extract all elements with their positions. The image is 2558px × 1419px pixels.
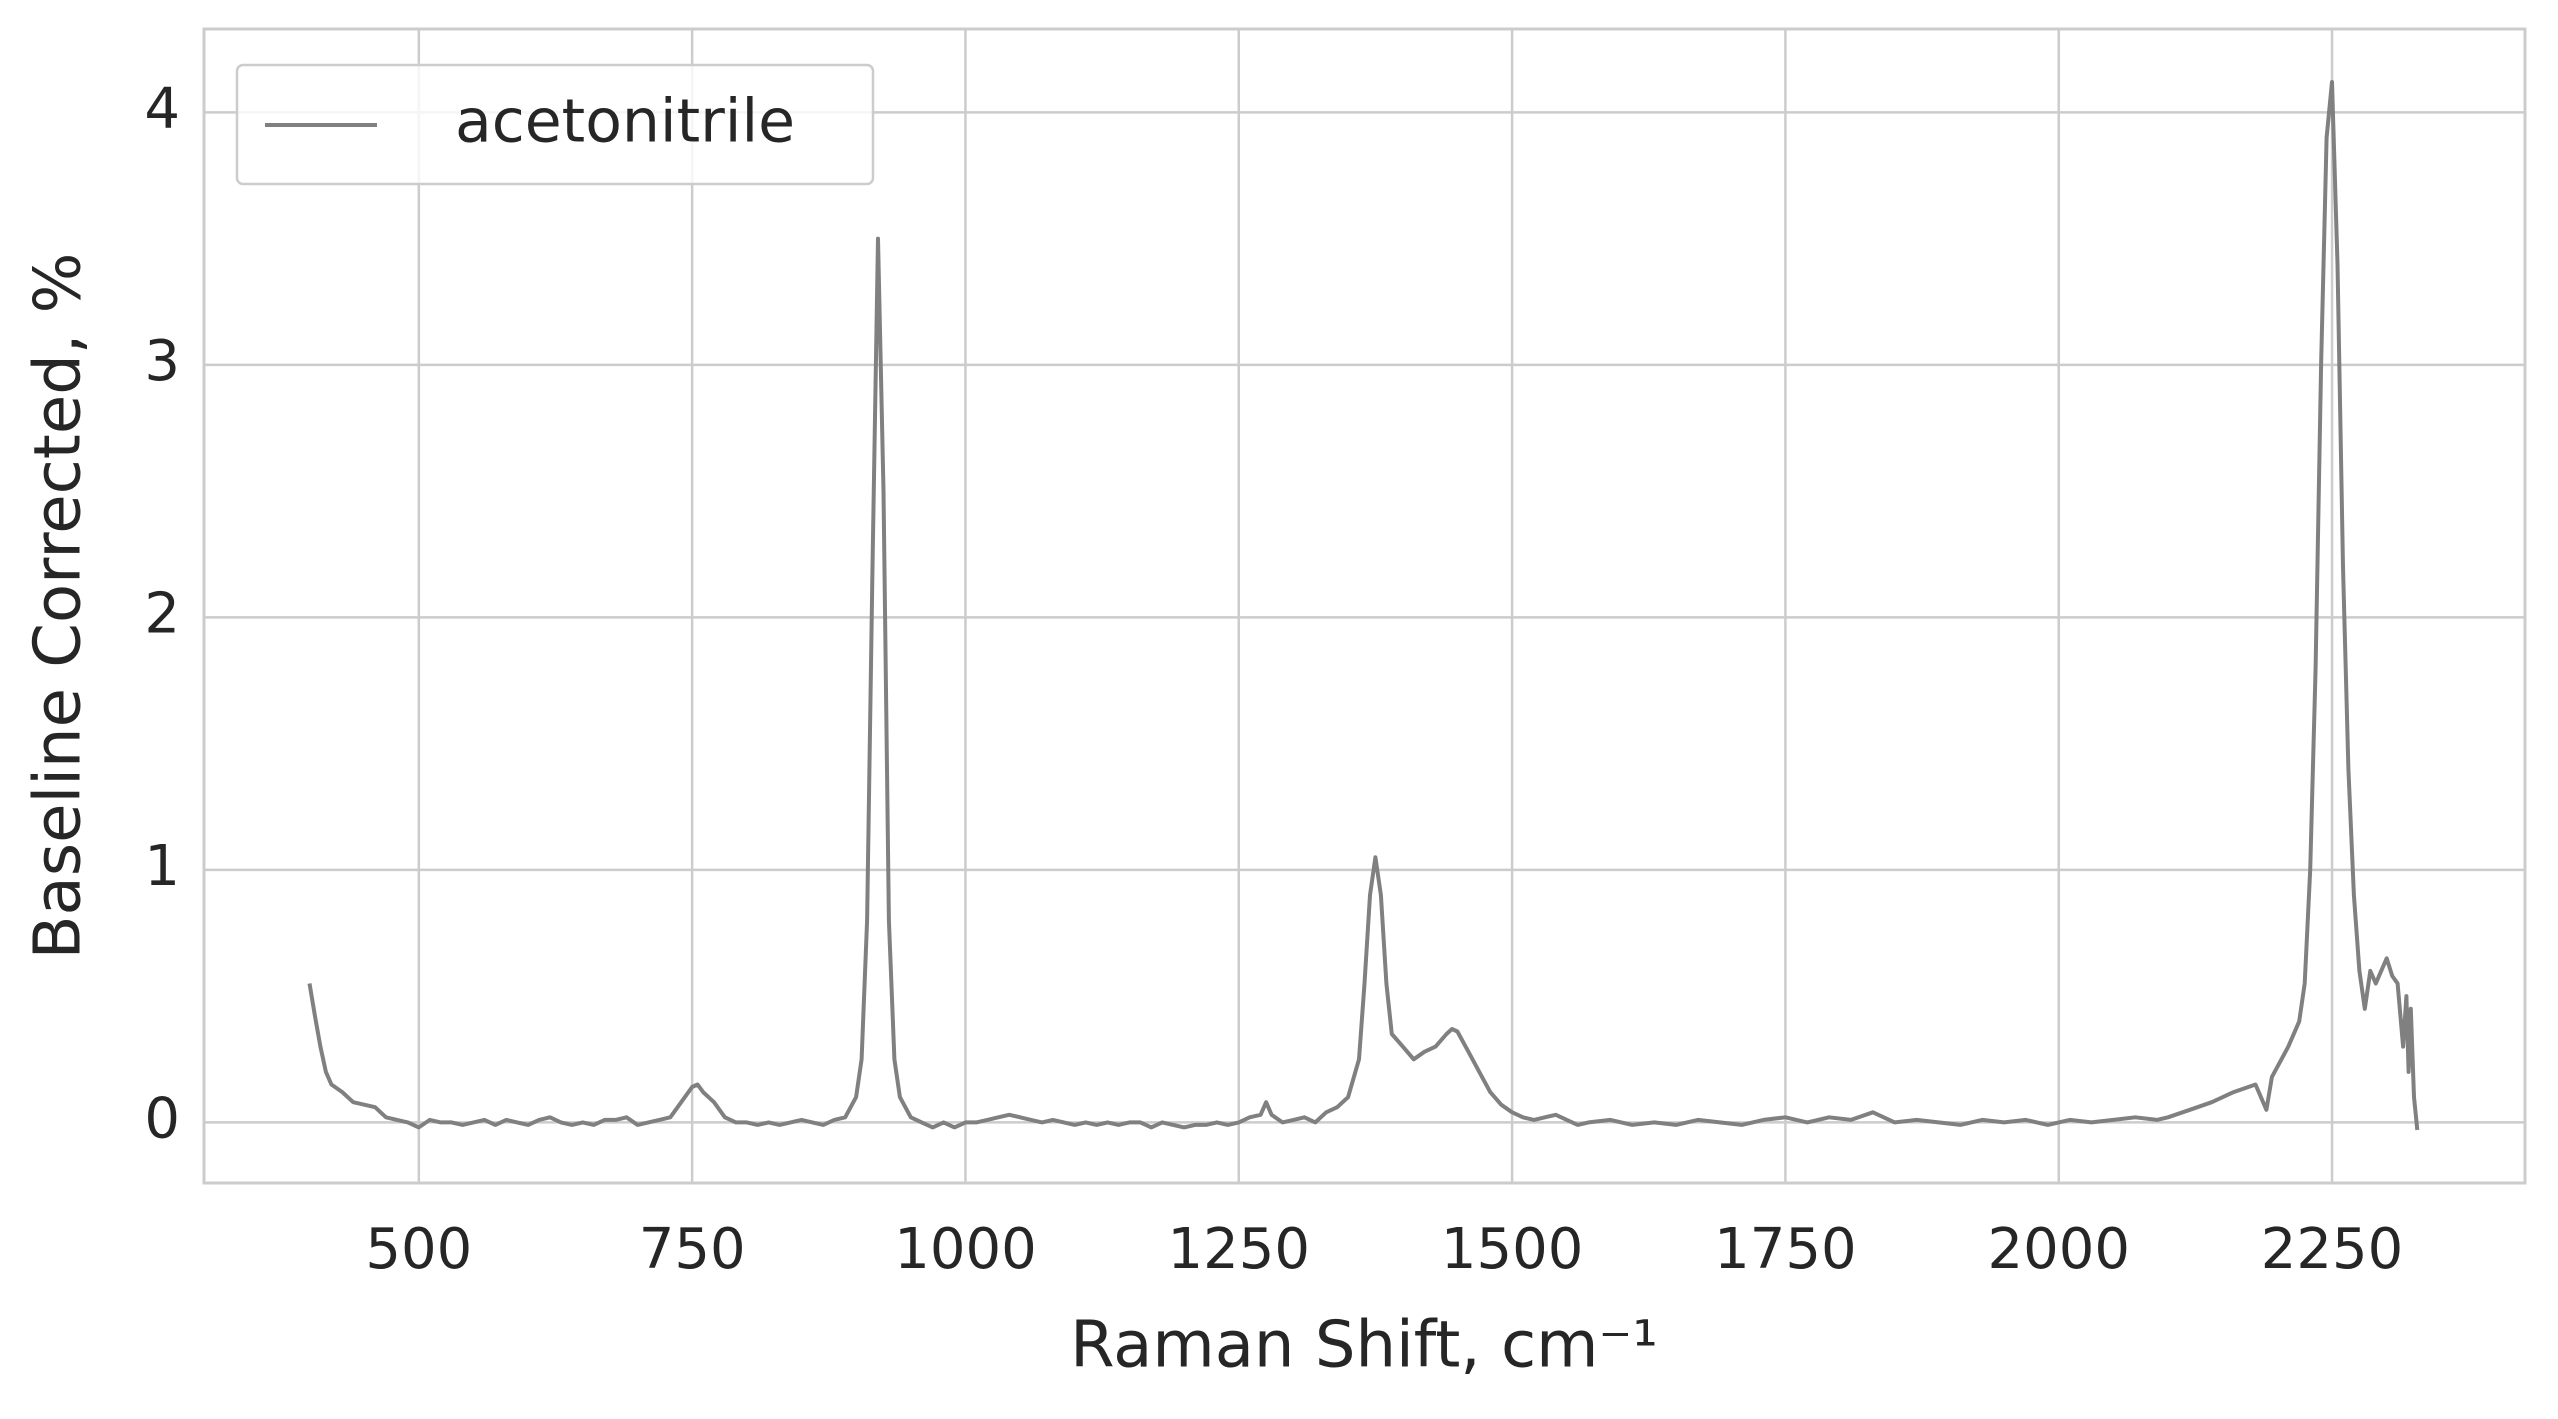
x-tick-label: 2000: [1987, 1217, 2130, 1282]
x-tick-label: 1750: [1714, 1217, 1857, 1282]
x-tick-label: 1250: [1168, 1217, 1311, 1282]
y-axis-label: Baseline Corrected, %: [22, 253, 96, 960]
legend-label: acetonitrile: [455, 87, 795, 157]
legend-box: [235, 63, 875, 186]
x-tick-label: 750: [639, 1217, 746, 1282]
x-axis-label: Raman Shift, cm⁻¹: [1070, 1309, 1658, 1383]
y-tick-label: 2: [144, 582, 180, 647]
x-tick-label: 1000: [894, 1217, 1037, 1282]
y-tick-label: 1: [144, 834, 180, 899]
y-tick-label: 0: [144, 1087, 180, 1152]
x-tick-label: 500: [365, 1217, 472, 1282]
x-tick-label: 1500: [1441, 1217, 1584, 1282]
y-tick-label: 4: [144, 76, 180, 141]
y-tick-label: 3: [144, 329, 180, 394]
x-tick-label: 2250: [2261, 1217, 2404, 1282]
data-line: [307, 80, 2420, 1131]
plot-frame: [202, 27, 2527, 1185]
